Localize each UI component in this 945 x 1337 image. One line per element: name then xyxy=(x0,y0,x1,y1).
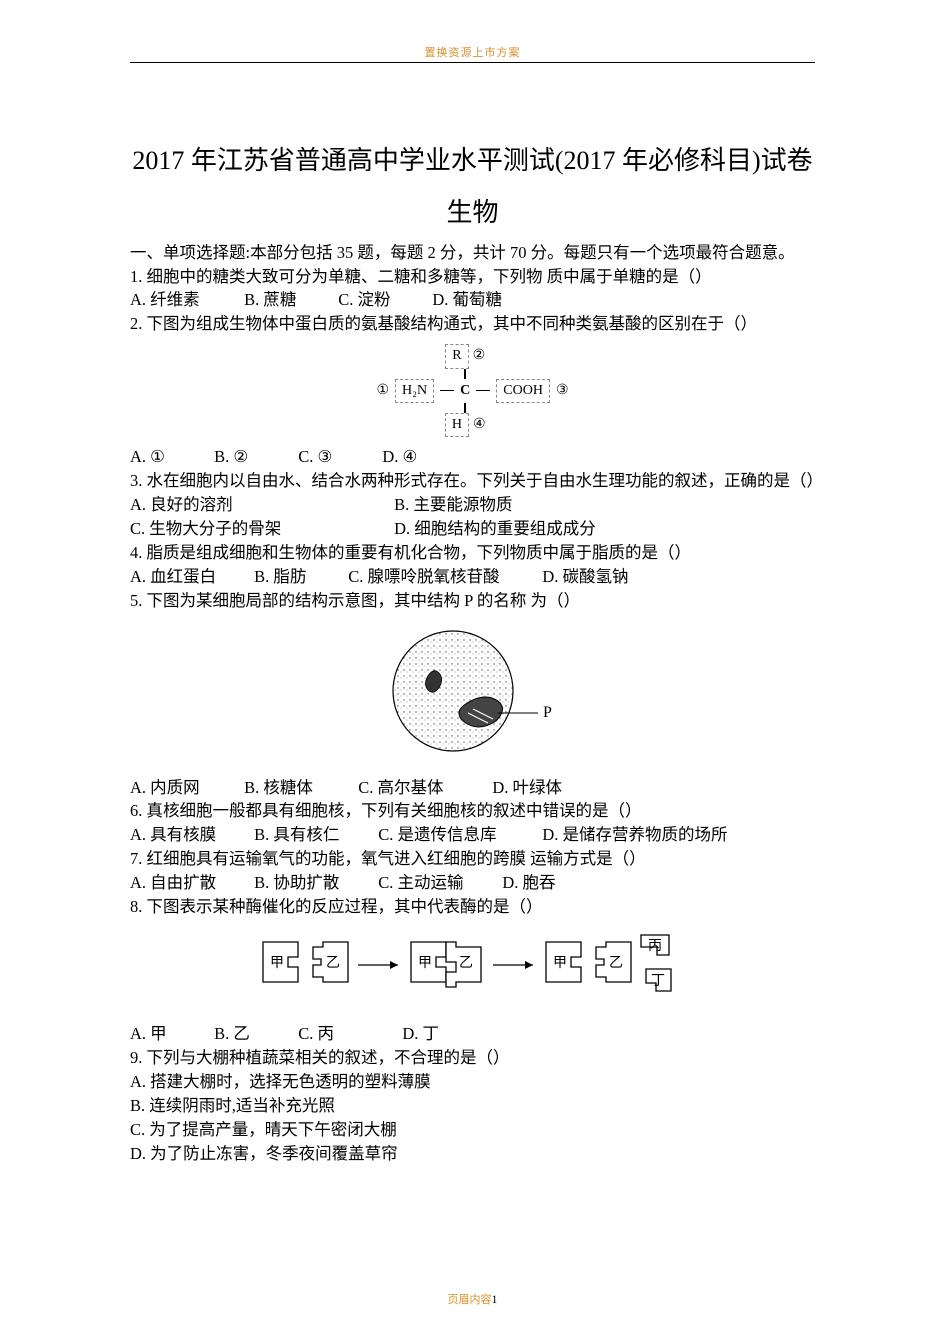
q4-opt-a: A. 血红蛋白 xyxy=(130,565,250,589)
q5-options: A. 内质网 B. 核糖体 C. 高尔基体 D. 叶绿体 xyxy=(130,776,815,800)
q5-stem: 5. 下图为某细胞局部的结构示意图，其中结构 P 的名称 为（） xyxy=(130,589,815,613)
q5-opt-c: C. 高尔基体 xyxy=(358,776,488,800)
q7-opt-b: B. 协助扩散 xyxy=(254,871,374,895)
q8-stem: 8. 下图表示某种酶催化的反应过程，其中代表酶的是（） xyxy=(130,895,815,919)
q2-label-3: ③ xyxy=(556,381,569,401)
q2-nh2-box: H₂N xyxy=(395,379,434,403)
q8-yi-2: 乙 xyxy=(459,955,473,971)
q2-opt-b: B. ② xyxy=(214,445,294,469)
q8-yi-3: 乙 xyxy=(609,955,623,971)
q2-r-box: R xyxy=(445,344,468,368)
page: 置换资源上市方案 2017 年江苏省普通高中学业水平测试(2017 年必修科目)… xyxy=(0,0,945,1337)
exam-title: 2017 年江苏省普通高中学业水平测试(2017 年必修科目)试卷 xyxy=(130,140,815,182)
q6-opt-a: A. 具有核膜 xyxy=(130,823,250,847)
q1-opt-a: A. 纤维素 xyxy=(130,288,240,312)
q2-opt-c: C. ③ xyxy=(298,445,378,469)
q2-c: C xyxy=(460,381,470,401)
page-footer: 页眉内容1 xyxy=(0,1291,945,1307)
q6-stem: 6. 真核细胞一般都具有细胞核，下列有关细胞核的叙述中错误的是（） xyxy=(130,799,815,823)
q5-opt-d: D. 叶绿体 xyxy=(492,776,562,800)
q2-h-box: H xyxy=(445,413,469,437)
q2-label-2: ② xyxy=(473,346,486,366)
q5-opt-b: B. 核糖体 xyxy=(244,776,354,800)
q4-options: A. 血红蛋白 B. 脂肪 C. 腺嘌呤脱氧核苷酸 D. 碳酸氢钠 xyxy=(130,565,815,589)
q2-options: A. ① B. ② C. ③ D. ④ xyxy=(130,445,815,469)
q7-options: A. 自由扩散 B. 协助扩散 C. 主动运输 D. 胞吞 xyxy=(130,871,815,895)
q1-opt-b: B. 蔗糖 xyxy=(244,288,334,312)
q4-opt-b: B. 脂肪 xyxy=(254,565,344,589)
q1-opt-c: C. 淀粉 xyxy=(338,288,428,312)
q2-diagram: ① H₂N R ② COOH ③ ① xyxy=(130,344,815,437)
header-rule xyxy=(130,62,815,63)
q8-opt-d: D. 丁 xyxy=(402,1022,439,1046)
section-instruction: 一、单项选择题:本部分包括 35 题，每题 2 分，共计 70 分。每题只有一个… xyxy=(130,241,815,265)
q2-opt-d: D. ④ xyxy=(382,445,417,469)
q1-opt-d: D. 葡萄糖 xyxy=(432,288,502,312)
q7-opt-a: A. 自由扩散 xyxy=(130,871,250,895)
q9-opt-b: B. 连续阴雨时,适当补充光照 xyxy=(130,1094,815,1118)
q3-options-row2: C. 生物大分子的骨架 D. 细胞结构的重要组成成分 xyxy=(130,517,815,541)
q8-options: A. 甲 B. 乙 C. 丙 D. 丁 xyxy=(130,1022,815,1046)
q8-yi-1: 乙 xyxy=(326,955,340,971)
q2-bond-h1 xyxy=(440,390,454,391)
exam-subject: 生物 xyxy=(130,192,815,229)
q8-jia-2: 甲 xyxy=(418,956,432,971)
q8-opt-b: B. 乙 xyxy=(214,1022,294,1046)
q3-opt-d: D. 细胞结构的重要组成成分 xyxy=(394,517,596,541)
q3-opt-c: C. 生物大分子的骨架 xyxy=(130,517,390,541)
q9-opt-c: C. 为了提高产量，晴天下午密闭大棚 xyxy=(130,1118,815,1142)
q9-stem: 9. 下列与大棚种植蔬菜相关的叙述，不合理的是（） xyxy=(130,1046,815,1070)
q3-opt-b: B. 主要能源物质 xyxy=(394,493,512,517)
q6-options: A. 具有核膜 B. 具有核仁 C. 是遗传信息库 D. 是储存营养物质的场所 xyxy=(130,823,815,847)
q2-stem: 2. 下图为组成生物体中蛋白质的氨基酸结构通式，其中不同种类氨基酸的区别在于（） xyxy=(130,312,815,336)
q1-stem: 1. 细胞中的糖类大致可分为单糖、二糖和多糖等，下列物 质中属于单糖的是（） xyxy=(130,265,815,289)
q3-stem: 3. 水在细胞内以自由水、结合水两种形式存在。下列关于自由水生理功能的叙述，正确… xyxy=(130,469,815,493)
q9-opt-d: D. 为了防止冻害，冬季夜间覆盖草帘 xyxy=(130,1142,815,1166)
q8-jia-1: 甲 xyxy=(270,956,284,971)
q2-label-1: ① xyxy=(376,381,389,401)
q8-ding: 丁 xyxy=(651,974,665,989)
q2-label-4: ④ xyxy=(473,415,486,435)
q6-opt-b: B. 具有核仁 xyxy=(254,823,374,847)
q4-opt-c: C. 腺嘌呤脱氧核苷酸 xyxy=(348,565,538,589)
q9-opt-a: A. 搭建大棚时，选择无色透明的塑料薄膜 xyxy=(130,1070,815,1094)
footer-text: 页眉内容 xyxy=(448,1294,492,1306)
q4-stem: 4. 脂质是组成细胞和生物体的重要有机化合物，下列物质中属于脂质的是（） xyxy=(130,541,815,565)
q3-options-row1: A. 良好的溶剂 B. 主要能源物质 xyxy=(130,493,815,517)
q2-cooh-box: COOH xyxy=(496,379,550,403)
q3-opt-a: A. 良好的溶剂 xyxy=(130,493,390,517)
q8-opt-c: C. 丙 xyxy=(298,1022,398,1046)
q7-stem: 7. 红细胞具有运输氧气的功能，氧气进入红细胞的跨膜 运输方式是（） xyxy=(130,847,815,871)
q7-opt-d: D. 胞吞 xyxy=(502,871,555,895)
q8-jia-3: 甲 xyxy=(553,956,567,971)
q8-opt-a: A. 甲 xyxy=(130,1022,210,1046)
q6-opt-d: D. 是储存营养物质的场所 xyxy=(542,823,727,847)
q4-opt-d: D. 碳酸氢钠 xyxy=(542,565,628,589)
q1-options: A. 纤维素 B. 蔗糖 C. 淀粉 D. 葡萄糖 xyxy=(130,288,815,312)
q8-bing: 丙 xyxy=(648,939,662,954)
q5-diagram: P xyxy=(130,621,815,768)
q7-opt-c: C. 主动运输 xyxy=(378,871,498,895)
footer-page-number: 1 xyxy=(492,1292,498,1306)
q6-opt-c: C. 是遗传信息库 xyxy=(378,823,538,847)
q5-p-label: P xyxy=(543,704,552,721)
q2-bond-h2 xyxy=(476,390,490,391)
page-header: 置换资源上市方案 xyxy=(0,44,945,60)
q5-opt-a: A. 内质网 xyxy=(130,776,240,800)
body: 一、单项选择题:本部分包括 35 题，每题 2 分，共计 70 分。每题只有一个… xyxy=(130,241,815,1166)
q2-opt-a: A. ① xyxy=(130,445,210,469)
q8-diagram: 甲 乙 甲 乙 xyxy=(130,927,815,1014)
